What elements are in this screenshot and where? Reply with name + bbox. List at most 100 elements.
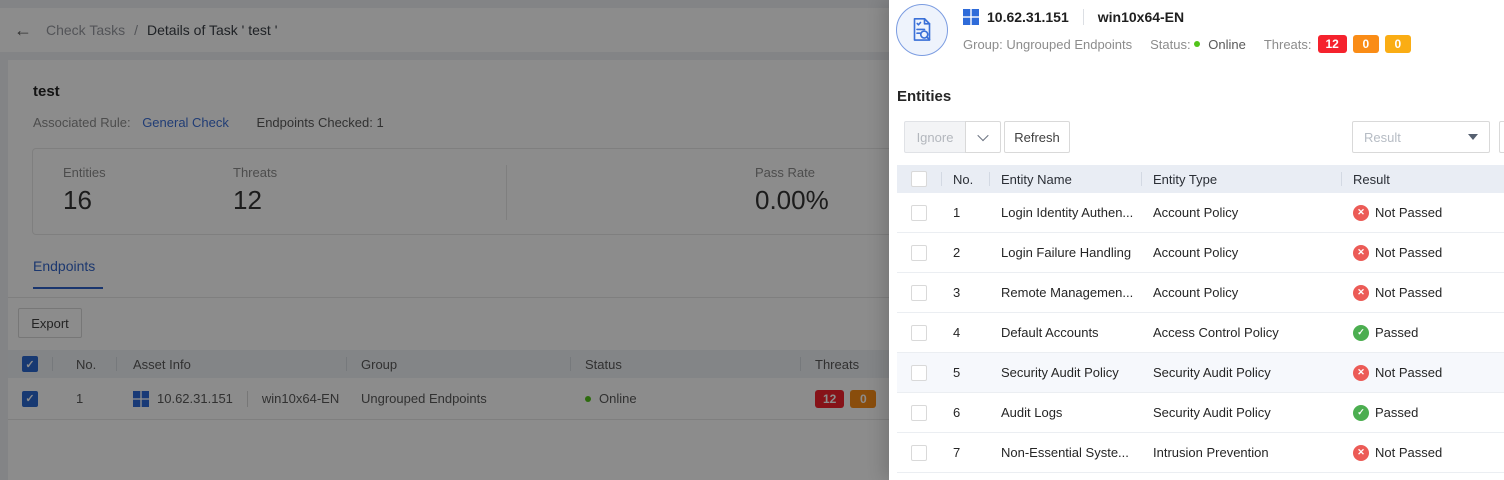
back-arrow-icon[interactable]: ← (14, 19, 32, 40)
entity-type: Security Audit Policy (1153, 405, 1271, 420)
entity-name: Audit Logs (1001, 405, 1063, 420)
entities-section-title: Entities (897, 88, 952, 105)
threat-badge-orange: 0 (1352, 35, 1379, 53)
clipped-row (897, 473, 1504, 477)
entities-table-header: No. Entity Name Entity Type Result (897, 165, 1504, 193)
entity-row[interactable]: 3 Remote Managemen... Account Policy Not… (897, 273, 1504, 313)
entity-no: 1 (953, 205, 961, 220)
entity-row[interactable]: 5 Security Audit Policy Security Audit P… (897, 353, 1504, 393)
entity-type: Account Policy (1153, 285, 1239, 300)
associated-rule-link[interactable]: General Check (142, 115, 229, 130)
entity-name: Login Failure Handling (1001, 245, 1132, 260)
select-all-checkbox[interactable] (911, 171, 927, 187)
entity-row[interactable]: 1 Login Identity Authen... Account Polic… (897, 193, 1504, 233)
entity-no: 2 (953, 245, 961, 260)
endpoint-asset: 10.62.31.151 win10x64-EN (116, 390, 346, 407)
entity-no: 3 (953, 285, 961, 300)
drawer-group-label: Group: (963, 36, 1003, 52)
header-asset-info: Asset Info (116, 357, 346, 372)
endpoint-threats: 12 0 (800, 389, 1504, 408)
chevron-down-icon (977, 129, 989, 142)
tab-bar: Endpoints (33, 258, 104, 289)
endpoint-status-text: Online (599, 391, 637, 406)
row-checkbox[interactable] (911, 404, 927, 421)
header-divider (1082, 9, 1084, 25)
entity-name: Security Audit Policy (1001, 365, 1119, 380)
stat-threats-value: 12 (233, 185, 262, 215)
entity-result: Passed (1341, 324, 1504, 341)
report-search-icon (896, 4, 948, 56)
drawer-endpoint-ip: 10.62.31.151 (987, 9, 1069, 25)
header-no: No. (941, 172, 989, 187)
result-text: Not Passed (1375, 205, 1443, 220)
result-text: Not Passed (1375, 285, 1443, 300)
drawer-status-value: Online (1208, 36, 1246, 52)
asset-divider (246, 390, 248, 407)
entity-type: Account Policy (1153, 245, 1239, 260)
endpoint-hostname: win10x64-EN (261, 391, 340, 406)
entity-row[interactable]: 7 Non-Essential Syste... Intrusion Preve… (897, 433, 1504, 473)
drawer-status-label: Status: (1150, 36, 1191, 52)
stat-entities: Entities 16 (63, 165, 106, 216)
windows-icon (133, 390, 149, 407)
drawer-endpoint-hostname: win10x64-EN (1097, 9, 1185, 25)
entity-result: Passed (1341, 404, 1504, 421)
row-checkbox[interactable] (22, 390, 38, 407)
stats-summary: Entities 16 Threats 12 Pass Rate 0.00% (32, 148, 1488, 235)
breadcrumb-separator: / (134, 22, 138, 38)
entity-no: 4 (953, 325, 961, 340)
caret-down-icon (1468, 134, 1478, 140)
endpoint-detail-drawer: 10.62.31.151 win10x64-EN Group: Ungroupe… (889, 0, 1504, 480)
task-title: test (33, 83, 60, 100)
ignore-button[interactable]: Ignore (904, 121, 966, 153)
entity-type: Security Audit Policy (1153, 365, 1271, 380)
header-result: Result (1341, 172, 1504, 187)
threat-badge-red: 12 (815, 389, 845, 408)
result-status-icon (1353, 444, 1369, 461)
threat-badge-orange: 0 (850, 389, 877, 408)
endpoint-no: 1 (76, 391, 84, 406)
refresh-button[interactable]: Refresh (1004, 121, 1070, 153)
breadcrumb-check-tasks[interactable]: Check Tasks (46, 22, 126, 38)
tab-endpoints[interactable]: Endpoints (33, 258, 104, 289)
drawer-threats-label: Threats: (1263, 36, 1312, 52)
row-checkbox[interactable] (911, 364, 927, 381)
entity-row[interactable]: 6 Audit Logs Security Audit Policy Passe… (897, 393, 1504, 433)
stat-pass-rate: Pass Rate 0.00% (755, 165, 829, 216)
row-checkbox[interactable] (911, 324, 927, 341)
row-checkbox[interactable] (911, 284, 927, 301)
search-input-partial[interactable] (1499, 121, 1504, 153)
endpoint-status: Online (570, 391, 800, 406)
threat-badge-red: 12 (1317, 35, 1347, 53)
result-filter-select[interactable]: Result (1352, 121, 1490, 153)
header-entity-type: Entity Type (1141, 172, 1341, 187)
result-status-icon (1353, 284, 1369, 301)
entity-row[interactable]: 4 Default Accounts Access Control Policy… (897, 313, 1504, 353)
row-checkbox[interactable] (911, 204, 927, 221)
entity-result: Not Passed (1341, 244, 1504, 261)
stat-threats: Threats 12 (233, 165, 277, 216)
entity-row[interactable]: 2 Login Failure Handling Account Policy … (897, 233, 1504, 273)
endpoint-ip: 10.62.31.151 (157, 391, 233, 406)
row-checkbox[interactable] (911, 244, 927, 261)
tab-bar-divider (8, 297, 1504, 298)
select-all-checkbox[interactable] (22, 356, 38, 372)
export-button[interactable]: Export (18, 308, 82, 338)
result-status-icon (1353, 324, 1369, 341)
result-text: Passed (1375, 325, 1419, 340)
entity-result: Not Passed (1341, 364, 1504, 381)
endpoint-group: Ungrouped Endpoints (361, 391, 487, 406)
entity-name: Non-Essential Syste... (1001, 445, 1129, 460)
online-dot-icon (585, 395, 591, 402)
result-status-icon (1353, 364, 1369, 381)
stat-entities-label: Entities (63, 165, 106, 180)
header-status: Status (570, 357, 800, 372)
result-text: Not Passed (1375, 245, 1443, 260)
windows-icon (963, 9, 979, 25)
row-checkbox[interactable] (911, 444, 927, 461)
associated-rule-label: Associated Rule: (33, 115, 131, 130)
entity-type: Account Policy (1153, 205, 1239, 220)
entity-name: Remote Managemen... (1001, 285, 1134, 300)
ignore-dropdown-button[interactable] (965, 121, 1001, 153)
entity-type: Access Control Policy (1153, 325, 1279, 340)
